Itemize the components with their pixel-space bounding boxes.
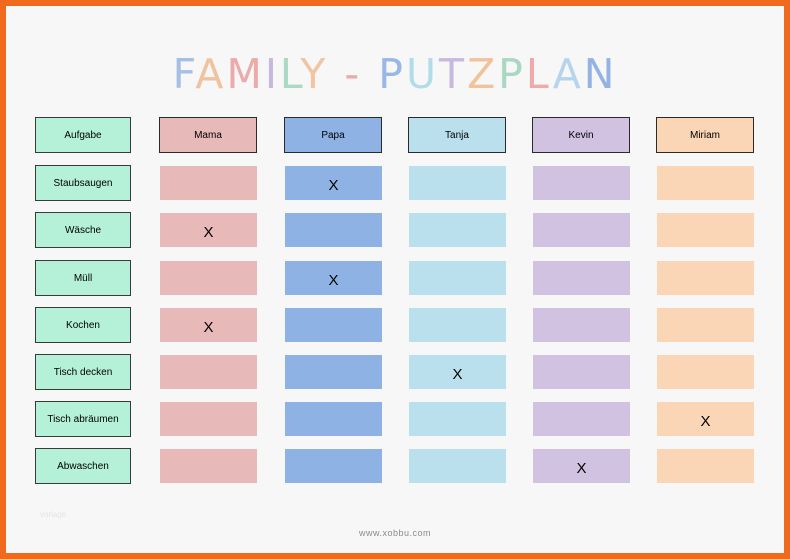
- assignment-cell: X: [533, 449, 630, 483]
- assignment-cell: [657, 308, 754, 342]
- task-label: Tisch decken: [35, 354, 131, 390]
- assignment-cell: [657, 449, 754, 483]
- assignment-cell: [533, 355, 630, 389]
- assignment-cell: [409, 213, 506, 247]
- assignment-cell: X: [285, 166, 382, 200]
- member-header-papa-text: Papa: [321, 129, 345, 141]
- assignment-cell: [409, 261, 506, 295]
- member-header-mama-text: Mama: [194, 129, 222, 141]
- task-label-text: Müll: [73, 272, 93, 284]
- assignment-cell: [160, 261, 257, 295]
- assignment-cell: [657, 166, 754, 200]
- assignment-cell: [160, 166, 257, 200]
- title-letter: N: [583, 50, 618, 98]
- task-label-text: Kochen: [66, 319, 100, 331]
- title-letter: L: [279, 50, 301, 98]
- title-letter: P: [378, 50, 406, 98]
- assignment-cell: [285, 402, 382, 436]
- member-header-mama: Mama: [159, 117, 257, 153]
- assignment-mark: X: [328, 271, 339, 289]
- title-letter: -: [344, 50, 363, 98]
- assignment-cell: [533, 308, 630, 342]
- watermark: vorlage: [40, 510, 67, 519]
- assignment-cell: [285, 308, 382, 342]
- member-header-kevin: Kevin: [532, 117, 630, 153]
- assignment-cell: [409, 308, 506, 342]
- assignment-mark: X: [328, 176, 339, 194]
- assignment-cell: [533, 213, 630, 247]
- title-letter: T: [439, 50, 468, 98]
- task-label-text: Staubsaugen: [53, 177, 113, 189]
- assignment-cell: X: [409, 355, 506, 389]
- title-letter: U: [406, 50, 440, 98]
- assignment-cell: X: [160, 308, 257, 342]
- assignment-cell: [533, 402, 630, 436]
- assignment-cell: [533, 261, 630, 295]
- member-header-tanja-text: Tanja: [445, 129, 469, 141]
- assignment-cell: [409, 402, 506, 436]
- title-letter: [328, 50, 344, 98]
- title-letter: [362, 50, 378, 98]
- task-label: Wäsche: [35, 212, 131, 248]
- assignment-cell: X: [285, 261, 382, 295]
- task-label: Müll: [35, 260, 131, 296]
- member-header-tanja: Tanja: [408, 117, 506, 153]
- assignment-cell: [285, 355, 382, 389]
- assignment-mark: X: [700, 412, 711, 430]
- title-letter: P: [498, 50, 526, 98]
- title-letter: Y: [300, 50, 329, 98]
- task-label-text: Tisch abräumen: [47, 413, 119, 425]
- task-column-header: Aufgabe: [35, 117, 131, 153]
- task-label: Tisch abräumen: [35, 401, 131, 437]
- title-letter: F: [172, 50, 196, 98]
- assignment-cell: [160, 355, 257, 389]
- assignment-cell: X: [657, 402, 754, 436]
- assignment-cell: [160, 402, 257, 436]
- task-label-text: Wäsche: [64, 224, 102, 236]
- page-title: FAMILY - PUTZPLAN: [6, 50, 784, 98]
- putzplan-page: FAMILY - PUTZPLAN Aufgabe Mama Papa Tanja Ke…: [6, 6, 784, 553]
- title-letter: I: [264, 50, 280, 98]
- member-header-miriam: Miriam: [656, 117, 754, 153]
- task-label-text: Abwaschen: [57, 460, 109, 472]
- task-label: Abwaschen: [35, 448, 131, 484]
- assignment-cell: X: [160, 213, 257, 247]
- title-letter: L: [525, 50, 553, 98]
- assignment-cell: [657, 261, 754, 295]
- assignment-cell: [409, 166, 506, 200]
- assignment-cell: [533, 166, 630, 200]
- assignment-mark: X: [576, 459, 587, 477]
- task-label-text: Tisch decken: [53, 366, 113, 378]
- title-letter: Z: [467, 50, 499, 98]
- member-header-papa: Papa: [284, 117, 382, 153]
- member-header-kevin-text: Kevin: [568, 129, 594, 141]
- assignment-mark: X: [203, 318, 214, 336]
- assignment-cell: [657, 213, 754, 247]
- footer-url: www.xobbu.com: [358, 528, 432, 538]
- assignment-cell: [409, 449, 506, 483]
- assignment-cell: [285, 213, 382, 247]
- task-label: Kochen: [35, 307, 131, 343]
- task-label: Staubsaugen: [35, 165, 131, 201]
- title-letter: A: [195, 50, 227, 98]
- title-letter: M: [226, 50, 265, 98]
- assignment-cell: [657, 355, 754, 389]
- assignment-cell: [285, 449, 382, 483]
- member-header-miriam-text: Miriam: [690, 129, 720, 141]
- title-letter: A: [552, 50, 584, 98]
- assignment-mark: X: [452, 365, 463, 383]
- assignment-cell: [160, 449, 257, 483]
- task-column-header-text: Aufgabe: [64, 129, 102, 141]
- assignment-mark: X: [203, 223, 214, 241]
